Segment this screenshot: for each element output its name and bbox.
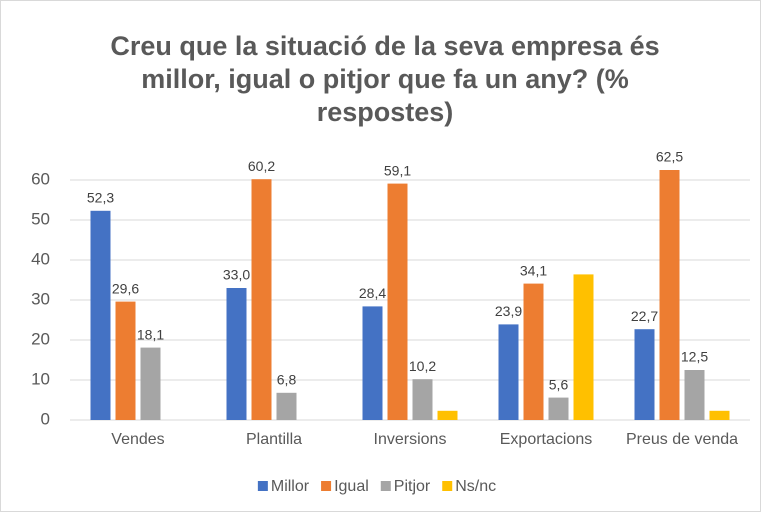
bar [573, 274, 594, 420]
legend-swatch [442, 481, 453, 491]
data-label: 6,8 [277, 372, 297, 388]
y-tick-label: 20 [31, 329, 50, 348]
data-label: 52,3 [87, 190, 114, 206]
y-tick-label: 10 [31, 369, 50, 388]
bar [412, 379, 433, 420]
chart-title: Creu que la situació de la seva empresa … [110, 31, 660, 127]
data-label: 5,6 [549, 376, 569, 392]
data-label: 59,1 [384, 162, 411, 178]
y-tick-label: 30 [31, 289, 50, 308]
bar [498, 324, 519, 420]
bar [684, 370, 705, 420]
data-label: 23,9 [495, 303, 522, 319]
bar [251, 179, 272, 420]
data-label: 62,5 [656, 149, 683, 165]
data-label: 60,2 [248, 158, 275, 174]
bar [659, 170, 680, 420]
x-tick-label: Exportacions [500, 431, 593, 448]
y-tick-label: 50 [31, 209, 50, 228]
data-label: 29,6 [112, 280, 139, 296]
y-tick-label: 40 [31, 249, 50, 268]
data-label: 33,0 [223, 267, 250, 283]
bar [226, 288, 247, 420]
x-tick-label: Plantilla [246, 431, 302, 448]
bar [634, 329, 655, 420]
data-label: 10,2 [409, 358, 436, 374]
y-tick-label: 60 [31, 169, 50, 188]
bar [387, 183, 408, 420]
data-label: 28,4 [359, 285, 386, 301]
bar [140, 347, 161, 420]
legend-swatch [321, 481, 332, 491]
x-tick-label: Vendes [111, 431, 164, 448]
data-label: 12,5 [681, 349, 708, 365]
legend-label: Ns/nc [455, 478, 496, 495]
bar [709, 410, 730, 420]
y-tick-label: 0 [41, 409, 50, 428]
x-tick-label: Inversions [374, 431, 447, 448]
bar [437, 410, 458, 420]
bar [548, 397, 569, 420]
legend-label: Igual [334, 478, 369, 495]
bar [115, 301, 136, 420]
x-tick-label: Preus de venda [626, 431, 738, 448]
legend-swatch [257, 481, 268, 491]
data-label: 22,7 [631, 308, 658, 324]
legend-label: Millor [271, 478, 310, 495]
legend-label: Pitjor [394, 478, 431, 495]
bar [362, 306, 383, 420]
bar [90, 210, 111, 420]
legend-swatch [380, 481, 391, 491]
bar [276, 392, 297, 420]
bar [523, 283, 544, 420]
data-label: 18,1 [137, 326, 164, 342]
data-label: 34,1 [520, 262, 547, 278]
